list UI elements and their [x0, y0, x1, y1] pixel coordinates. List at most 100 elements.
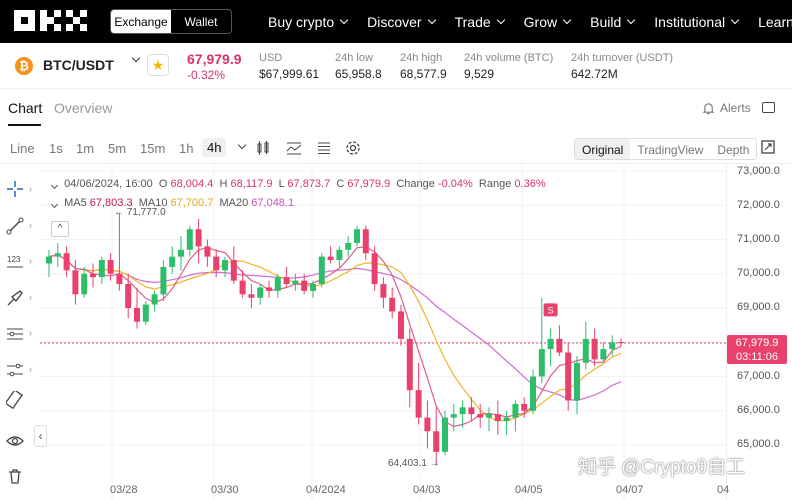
nav-discover[interactable]: Discover: [367, 14, 436, 30]
chevron-right-icon[interactable]: ›: [29, 220, 32, 230]
view-depth[interactable]: Depth: [717, 143, 750, 157]
ticker-bar: ₿ BTC/USDT ★ 67,979.9 -0.32% USD $67,999.…: [0, 43, 792, 89]
ruler-icon[interactable]: [6, 391, 24, 409]
chevron-down-icon: [427, 15, 436, 24]
low-annotation: 64,403.1 →: [388, 458, 440, 469]
timeframe-4h[interactable]: 4h: [202, 138, 227, 157]
stat-key: 24h volume (BTC): [464, 52, 554, 64]
brush-icon[interactable]: [6, 289, 24, 307]
candle-body: [450, 414, 457, 418]
candle-body: [398, 311, 404, 339]
nav-label: Buy crypto: [268, 13, 335, 30]
nav-build[interactable]: Build: [590, 13, 636, 30]
legend-o-label: O: [158, 178, 168, 190]
indicators-icon[interactable]: [286, 140, 302, 156]
candle-body: [283, 277, 290, 285]
view-original[interactable]: Original: [575, 139, 631, 159]
pattern-tool-icon[interactable]: [6, 361, 24, 379]
candle-type-icon[interactable]: [255, 140, 271, 156]
candle-body: [494, 414, 501, 422]
ma-legend: MA5 67,803.3 MA10 67,700.7 MA20 67,048.1: [50, 197, 294, 209]
timeframe-1h[interactable]: 1h: [179, 141, 194, 156]
alerts-label: Alerts: [720, 101, 751, 115]
legend-change-label: Change: [396, 178, 435, 190]
active-tab-indicator: [8, 124, 41, 126]
tab-chart[interactable]: Chart: [8, 100, 43, 116]
chevron-right-icon[interactable]: ›: [29, 364, 32, 374]
view-tradingview[interactable]: TradingView: [637, 143, 704, 157]
nav-grow[interactable]: Grow: [524, 14, 572, 30]
watermark-text: 知乎 @Cryptoθ自工: [578, 457, 746, 478]
line-mode-button[interactable]: Line: [10, 141, 35, 156]
pair-name[interactable]: BTC/USDT: [43, 57, 114, 73]
candle-body: [46, 256, 52, 264]
candle-body: [530, 376, 536, 411]
stat-key: 24h high: [400, 52, 443, 64]
collapse-legend-button[interactable]: ^: [51, 221, 69, 237]
candle-countdown: 03:11:06: [735, 351, 778, 363]
chevron-down-icon[interactable]: [50, 200, 59, 209]
legend-change: -0.04%: [437, 178, 473, 190]
chevron-right-icon[interactable]: ›: [29, 256, 32, 266]
candle-body: [538, 349, 545, 377]
candle-body: [169, 256, 176, 267]
wallet-toggle[interactable]: Wallet: [184, 14, 218, 29]
legend-low: 67,873.7: [287, 178, 331, 190]
crosshair-icon[interactable]: [6, 180, 24, 198]
candle-body: [98, 260, 105, 278]
okx-logo[interactable]: [14, 10, 88, 32]
candlestick-chart[interactable]: S: [40, 164, 726, 500]
candle-body: [72, 270, 79, 295]
chevron-down-icon[interactable]: [237, 140, 247, 150]
candle-body: [327, 256, 334, 261]
nav-buy-crypto[interactable]: Buy crypto: [268, 13, 349, 30]
timeframe-5m[interactable]: 5m: [108, 141, 127, 156]
alerts-button[interactable]: Alerts: [702, 101, 751, 115]
x-tick: 04/07: [616, 484, 644, 496]
fib-tool-icon[interactable]: [6, 325, 24, 343]
timeframe-15m[interactable]: 15m: [140, 141, 166, 156]
y-tick: 69,000.0: [737, 301, 780, 313]
nav-label: Build: [590, 13, 622, 30]
exchange-toggle[interactable]: Exchange: [111, 10, 171, 33]
number-tool-icon[interactable]: 123: [6, 253, 24, 271]
nav-institutional[interactable]: Institutional: [654, 14, 740, 30]
top-nav: Exchange Wallet Buy crypto Discover Trad…: [0, 0, 792, 43]
chevron-right-icon[interactable]: ›: [29, 292, 32, 302]
candle-body: [318, 256, 325, 285]
candle-body: [107, 260, 114, 274]
gear-icon[interactable]: [345, 140, 361, 156]
nav-learn[interactable]: Learn: [758, 14, 792, 30]
candle-body: [345, 242, 352, 250]
nav-trade[interactable]: Trade: [455, 14, 505, 30]
candle-body: [222, 260, 228, 271]
candle-body: [213, 256, 220, 271]
candle-body: [362, 229, 369, 254]
candle-body: [336, 249, 343, 261]
candle-body: [477, 414, 484, 418]
last-price-label: 67,979.9: [735, 337, 779, 349]
candle-body: [600, 349, 607, 360]
ma10-label: MA10: [138, 197, 168, 209]
trend-line-icon[interactable]: [6, 217, 24, 235]
trash-icon[interactable]: [6, 467, 24, 485]
chevron-down-icon[interactable]: [131, 53, 141, 63]
chevron-down-icon: [496, 15, 505, 24]
list-settings-icon[interactable]: [316, 140, 332, 156]
fullscreen-icon[interactable]: [760, 139, 776, 155]
layout-icon[interactable]: [762, 102, 775, 113]
chevron-right-icon[interactable]: ›: [29, 184, 32, 194]
candle-body: [486, 414, 492, 418]
favorite-star-icon[interactable]: ★: [147, 54, 169, 76]
chevron-right-icon[interactable]: ›: [29, 328, 32, 338]
eye-icon[interactable]: [6, 432, 24, 450]
candle-body: [248, 294, 255, 298]
price-axis: 73,000.0 72,000.0 71,000.0 70,000.0 69,0…: [726, 164, 792, 500]
chevron-down-icon[interactable]: [50, 181, 59, 190]
tab-overview[interactable]: Overview: [54, 100, 113, 116]
x-tick: 03/30: [211, 484, 239, 496]
timeframe-1s[interactable]: 1s: [49, 141, 63, 156]
legend-c-label: C: [336, 178, 345, 190]
timeframe-1m[interactable]: 1m: [76, 141, 95, 156]
collapse-toolbar-button[interactable]: ‹: [34, 425, 47, 447]
